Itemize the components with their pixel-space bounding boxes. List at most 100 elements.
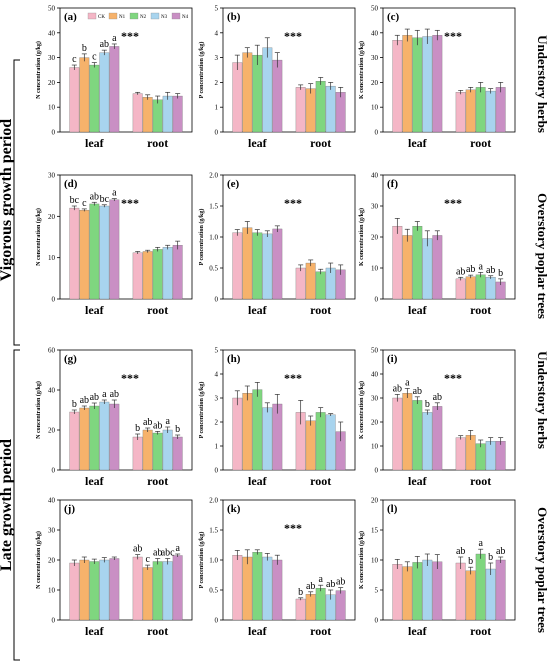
bar-n1-leaf <box>402 566 413 621</box>
bar-ck-leaf <box>392 40 403 133</box>
y-tick-label: 0 <box>375 467 379 475</box>
bar-n1-root <box>142 567 153 621</box>
bar-n3-root <box>162 247 173 300</box>
bar-n3-leaf <box>422 412 433 471</box>
y-tick-label: 60 <box>48 347 56 355</box>
category-label-leaf: leaf <box>248 624 268 638</box>
category-label-leaf: leaf <box>408 136 428 150</box>
panel-label: (a) <box>64 11 77 23</box>
y-tick-label: 30 <box>48 172 56 180</box>
y-axis-label: P concentration (g/kg) <box>198 532 205 589</box>
bar-ck-leaf <box>392 564 403 621</box>
bar-n2-root <box>315 588 326 621</box>
y-tick-label: 5 <box>215 347 219 355</box>
category-label-root: root <box>147 303 168 317</box>
y-tick-label: 0 <box>52 467 56 475</box>
bar-n2-root <box>152 249 163 300</box>
y-axis-label: K concentration (g/kg) <box>358 208 365 266</box>
row-label-1: Understory herbs <box>535 35 550 133</box>
panel-e: 0 0.5 1.0 1.5 2.0 P concentration (g/kg) (e) **… <box>198 172 356 317</box>
bar-n1-root <box>465 89 476 133</box>
significance-letter: ab <box>306 581 315 592</box>
y-tick-label: 1.0 <box>209 557 218 565</box>
bar-n1-leaf <box>402 35 413 133</box>
significance-letter: abc <box>161 548 175 559</box>
bar-n4-root <box>495 441 506 471</box>
category-label-leaf: leaf <box>85 474 105 488</box>
significance-letter: ab <box>413 386 422 397</box>
y-tick-label: 30 <box>371 54 379 62</box>
bar-ck-root <box>455 562 466 621</box>
y-tick-label: 0 <box>375 617 379 625</box>
significance-letter: ab <box>153 420 162 431</box>
bar-ck-leaf <box>232 397 243 471</box>
bar-n3-leaf <box>99 401 110 471</box>
y-tick-label: 0 <box>52 129 56 137</box>
row-label-4: Overstory poplar trees <box>535 507 550 633</box>
significance-letter: b <box>468 556 473 567</box>
panel-label: (k) <box>227 503 241 515</box>
panel-k: 0 0.5 1.0 1.5 2.0 P concentration (g/kg) (k) **… <box>198 497 356 638</box>
y-tick-label: 0 <box>375 296 379 304</box>
significance-stars: *** <box>444 371 462 385</box>
bar-n1-leaf <box>79 559 90 621</box>
legend-swatch-n3 <box>150 12 160 20</box>
significance-letter: b <box>82 43 87 54</box>
bar-ck-root <box>455 92 466 133</box>
bar-n1-root <box>305 262 316 300</box>
y-tick-label: 0 <box>52 617 56 625</box>
significance-letter: c <box>92 52 97 63</box>
legend-swatch-n2 <box>129 12 139 20</box>
y-tick-label: 0 <box>215 617 219 625</box>
bar-n1-root <box>465 435 476 471</box>
panel-label: (j) <box>64 503 75 515</box>
bar-n1-leaf <box>402 393 413 471</box>
legend-swatch-ck <box>87 12 97 20</box>
y-tick-label: 50 <box>371 5 379 13</box>
bar-ck-leaf <box>392 225 403 300</box>
y-tick-label: 20 <box>371 419 379 427</box>
bar-n4-root <box>172 95 183 133</box>
panel-label: (f) <box>387 178 398 190</box>
y-tick-label: 10 <box>371 443 379 451</box>
bar-ck-leaf <box>232 555 243 621</box>
bar-n3-leaf <box>262 47 273 133</box>
significance-letter: ab <box>486 265 495 276</box>
y-axis-label: K concentration (g/kg) <box>358 41 365 99</box>
bar-n3-root <box>485 441 496 471</box>
y-tick-label: 2.0 <box>209 172 218 180</box>
category-label-leaf: leaf <box>408 624 428 638</box>
significance-letter: ab <box>393 383 402 394</box>
y-tick-label: 10 <box>371 557 379 565</box>
y-tick-label: 1.5 <box>209 203 218 211</box>
row-label-2: Overstory poplar trees <box>535 193 550 319</box>
legend-label-n3: N3 <box>161 15 168 20</box>
y-tick-label: 2 <box>215 79 219 87</box>
bar-ck-leaf <box>69 67 80 133</box>
plot-frame <box>382 7 516 133</box>
y-tick-label: 2 <box>215 419 219 427</box>
bar-n1-root <box>305 594 316 621</box>
group-label-vigorous: Vigorous growth period <box>0 119 15 281</box>
significance-letter: b <box>72 399 77 410</box>
y-tick-label: 2.0 <box>209 497 218 505</box>
bar-n2-root <box>475 87 486 133</box>
bar-n2-leaf <box>252 552 263 621</box>
panel-label: (e) <box>227 178 240 190</box>
plot-frame <box>59 174 193 300</box>
significance-stars: *** <box>121 29 139 43</box>
significance-letter: c <box>72 54 77 65</box>
y-axis-label: P concentration (g/kg) <box>198 42 205 99</box>
bar-n2-leaf <box>412 225 423 300</box>
panel-a: 0 10 20 30 40 50 N concentration (g/kg) (a) *** C… <box>35 5 193 150</box>
significance-letter: ab <box>336 577 345 588</box>
bar-n2-leaf <box>252 232 263 300</box>
bar-n2-root <box>315 271 326 300</box>
panel-h: 0 1 2 3 4 5 P concentration (g/kg) (h) *** leaf ro… <box>198 347 356 488</box>
y-tick-label: 0.5 <box>209 587 218 595</box>
bar-n2-leaf <box>89 561 100 621</box>
significance-letter: a <box>165 416 170 427</box>
